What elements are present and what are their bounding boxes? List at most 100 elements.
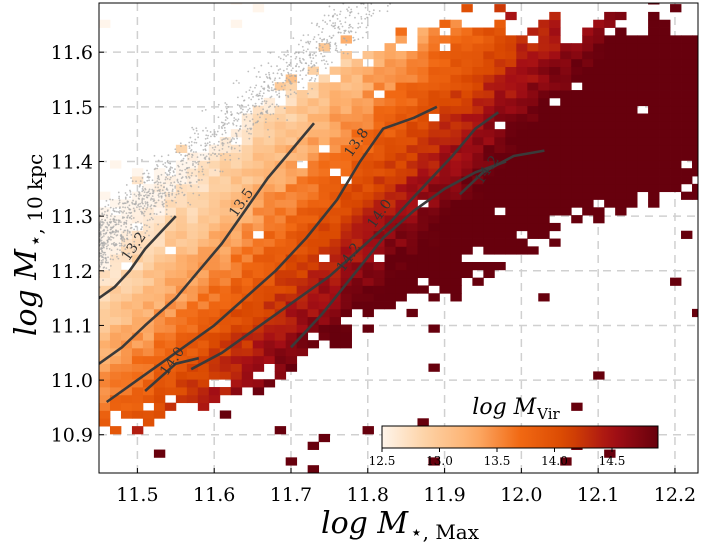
heatmap-cell bbox=[351, 215, 363, 224]
heatmap-cell bbox=[131, 207, 144, 216]
scatter-point bbox=[209, 144, 211, 146]
scatter-point bbox=[233, 138, 235, 140]
heatmap-cell bbox=[384, 285, 396, 294]
scatter-point bbox=[169, 167, 172, 170]
heatmap-cell bbox=[318, 121, 331, 130]
heatmap-cell bbox=[241, 199, 254, 208]
scatter-point bbox=[146, 205, 149, 207]
scatter-point bbox=[400, 0, 402, 1]
scatter-point bbox=[113, 233, 116, 236]
heatmap-cell bbox=[395, 199, 407, 208]
heatmap-cell bbox=[505, 246, 517, 255]
scatter-point bbox=[329, 41, 332, 44]
scatter-point bbox=[135, 221, 137, 224]
heatmap-cell bbox=[538, 97, 550, 107]
heatmap-cell bbox=[142, 340, 155, 349]
heatmap-cell bbox=[450, 90, 462, 99]
x-tick-label: 11.9 bbox=[423, 484, 465, 506]
scatter-point bbox=[312, 38, 315, 41]
heatmap-cell bbox=[351, 222, 363, 232]
heatmap-cell bbox=[483, 207, 495, 216]
heatmap-cell bbox=[197, 222, 210, 232]
heatmap-cell bbox=[681, 144, 693, 153]
heatmap-cell bbox=[560, 66, 572, 75]
heatmap-cell bbox=[461, 129, 473, 138]
heatmap-cell bbox=[604, 90, 616, 99]
heatmap-cell bbox=[329, 215, 341, 224]
heatmap-cell bbox=[538, 19, 550, 28]
heatmap-cell bbox=[648, 27, 660, 36]
heatmap-cell bbox=[494, 113, 506, 122]
heatmap-cell bbox=[186, 340, 199, 349]
heatmap-cell bbox=[373, 113, 385, 122]
heatmap-cell bbox=[571, 136, 583, 146]
heatmap-cell bbox=[670, 105, 682, 114]
heatmap-cell bbox=[483, 261, 495, 271]
heatmap-cell bbox=[252, 285, 265, 294]
heatmap-cell bbox=[142, 371, 155, 380]
heatmap-cell bbox=[604, 136, 616, 146]
scatter-point bbox=[127, 252, 130, 255]
heatmap-cell bbox=[659, 97, 671, 107]
heatmap-cell bbox=[384, 183, 396, 193]
heatmap-cell bbox=[109, 261, 122, 271]
heatmap-cell bbox=[329, 246, 341, 255]
scatter-point bbox=[257, 98, 260, 101]
heatmap-cell bbox=[99, 379, 111, 388]
scatter-point bbox=[170, 199, 173, 202]
heatmap-cell bbox=[494, 230, 506, 239]
scatter-point bbox=[344, 29, 347, 32]
heatmap-cell bbox=[549, 105, 561, 114]
heatmap-cell bbox=[681, 50, 693, 60]
heatmap-cell bbox=[164, 387, 177, 396]
heatmap-cell bbox=[241, 347, 254, 357]
heatmap-cell bbox=[538, 105, 550, 114]
heatmap-cell bbox=[483, 152, 495, 161]
scatter-point bbox=[157, 181, 160, 184]
heatmap-cell bbox=[241, 277, 254, 286]
scatter-point bbox=[232, 82, 235, 85]
scatter-point bbox=[225, 116, 228, 119]
heatmap-cell bbox=[186, 324, 199, 333]
scatter-point bbox=[126, 229, 129, 232]
scatter-point bbox=[137, 197, 140, 200]
heatmap-cell bbox=[593, 105, 605, 114]
scatter-point bbox=[172, 171, 175, 174]
scatter-point bbox=[213, 135, 216, 138]
scatter-point bbox=[269, 52, 272, 54]
scatter-point bbox=[223, 126, 226, 129]
scatter-point bbox=[154, 186, 157, 189]
heatmap-cell bbox=[274, 324, 287, 333]
scatter-point bbox=[99, 265, 101, 268]
heatmap-cell bbox=[593, 113, 605, 122]
heatmap-cell bbox=[318, 433, 331, 443]
heatmap-cell bbox=[692, 160, 698, 169]
scatter-point bbox=[357, 12, 360, 15]
heatmap-cell bbox=[373, 230, 385, 239]
heatmap-cell bbox=[362, 207, 374, 216]
heatmap-cell bbox=[593, 191, 605, 200]
heatmap-cell bbox=[483, 160, 495, 169]
scatter-point bbox=[226, 138, 229, 140]
heatmap-cell bbox=[681, 113, 693, 122]
heatmap-cell bbox=[406, 261, 418, 271]
heatmap-cell bbox=[186, 199, 199, 208]
scatter-point bbox=[388, 0, 390, 1]
heatmap-cell bbox=[340, 35, 352, 44]
scatter-point bbox=[349, 23, 351, 26]
scatter-point bbox=[124, 197, 127, 200]
heatmap-cell bbox=[99, 324, 111, 333]
heatmap-cell bbox=[582, 207, 594, 216]
heatmap-cell bbox=[604, 191, 616, 200]
heatmap-cell bbox=[472, 105, 484, 114]
scatter-point bbox=[137, 203, 140, 206]
colorbar-title-main: log M bbox=[472, 395, 536, 420]
scatter-point bbox=[381, 0, 383, 1]
heatmap-cell bbox=[351, 254, 363, 263]
heatmap-cell bbox=[670, 168, 682, 177]
scatter-point bbox=[142, 212, 145, 215]
scatter-point bbox=[148, 188, 151, 191]
scatter-point bbox=[195, 180, 198, 183]
heatmap-cell bbox=[648, 152, 660, 161]
heatmap-cell bbox=[318, 168, 331, 177]
